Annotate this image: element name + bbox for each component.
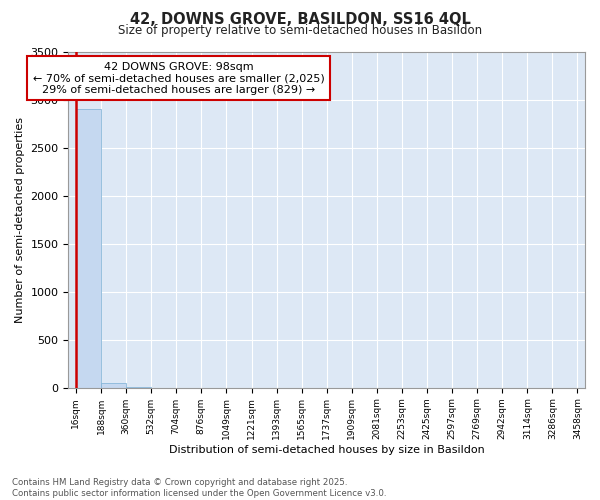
Y-axis label: Number of semi-detached properties: Number of semi-detached properties — [15, 116, 25, 322]
X-axis label: Distribution of semi-detached houses by size in Basildon: Distribution of semi-detached houses by … — [169, 445, 485, 455]
Text: Contains HM Land Registry data © Crown copyright and database right 2025.
Contai: Contains HM Land Registry data © Crown c… — [12, 478, 386, 498]
Text: Size of property relative to semi-detached houses in Basildon: Size of property relative to semi-detach… — [118, 24, 482, 37]
Bar — [76, 109, 101, 388]
Text: 42, DOWNS GROVE, BASILDON, SS16 4QL: 42, DOWNS GROVE, BASILDON, SS16 4QL — [130, 12, 470, 28]
Bar — [101, 383, 126, 388]
Text: 42 DOWNS GROVE: 98sqm
← 70% of semi-detached houses are smaller (2,025)
29% of s: 42 DOWNS GROVE: 98sqm ← 70% of semi-deta… — [32, 62, 325, 95]
